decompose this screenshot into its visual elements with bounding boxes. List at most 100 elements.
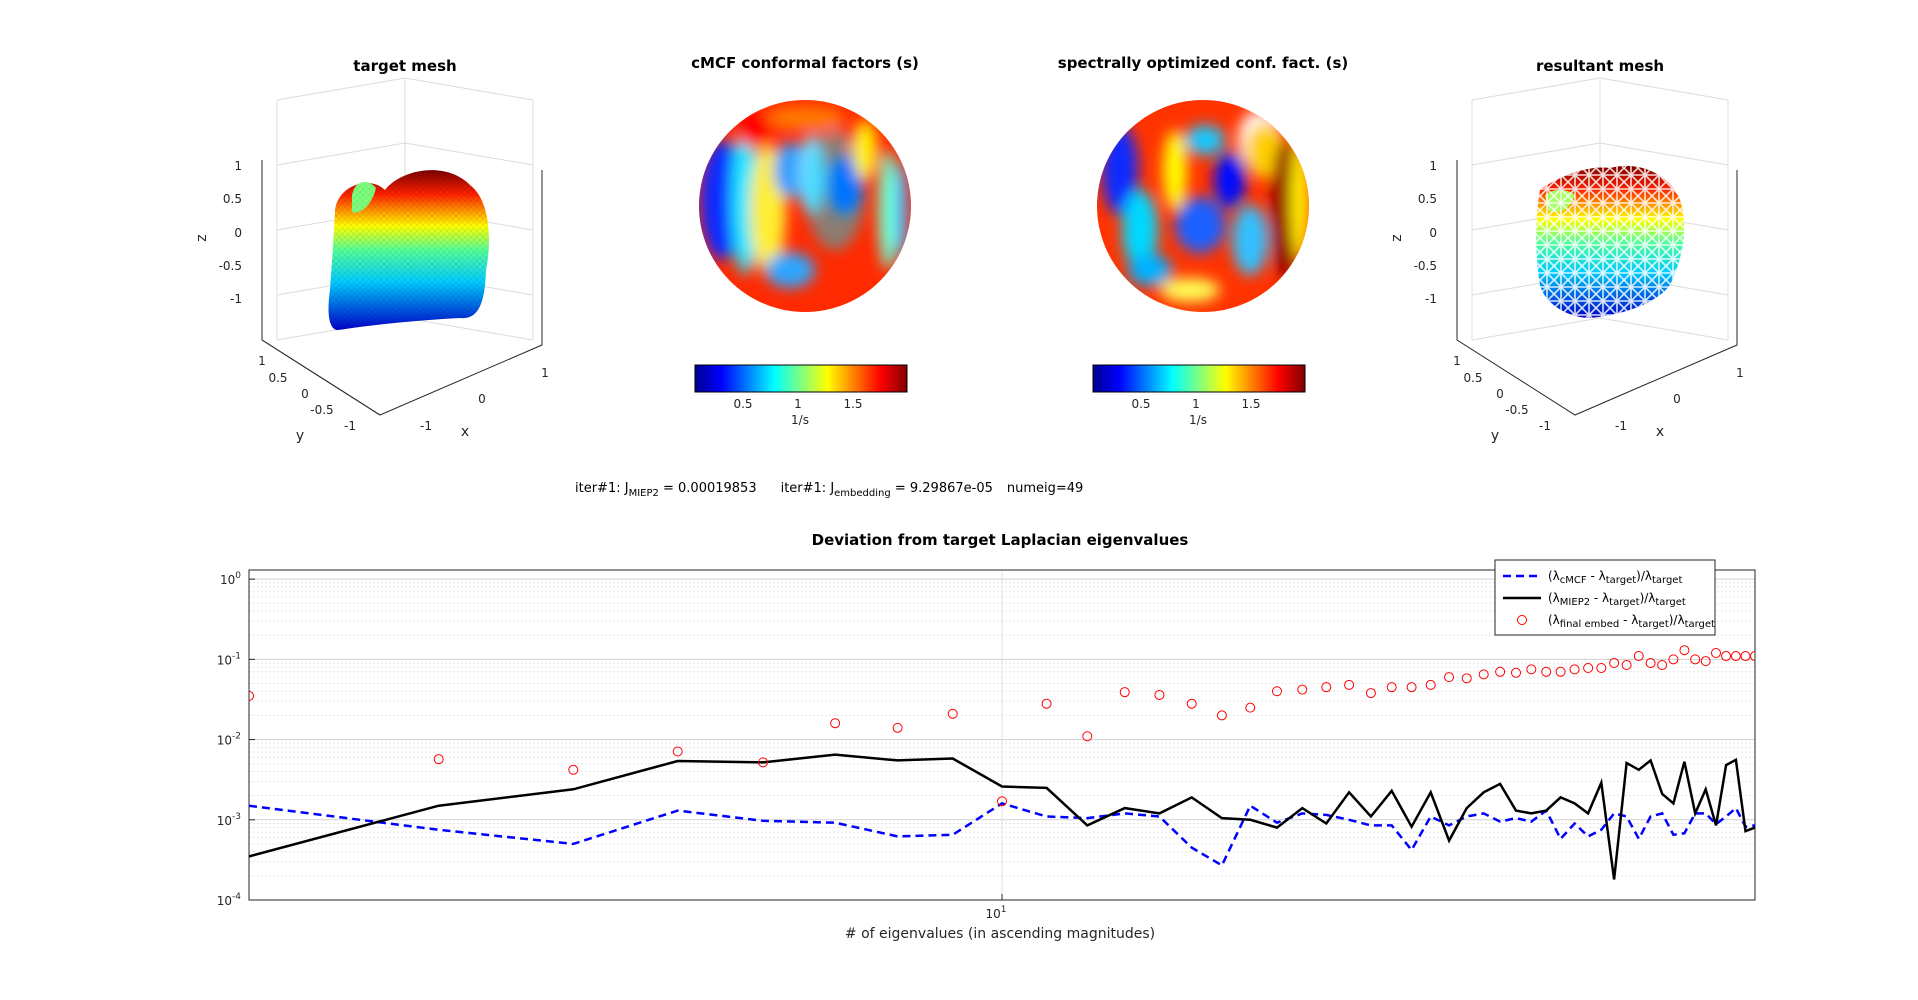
data-point <box>1186 698 1197 709</box>
legend-box <box>1494 559 1716 636</box>
target-mesh-surface <box>328 170 489 330</box>
data-point <box>1478 669 1489 680</box>
data-point <box>758 757 769 768</box>
data-point <box>997 796 1007 807</box>
data-point <box>1596 663 1607 674</box>
data-point <box>1730 651 1741 662</box>
z-tick: 0.5 <box>1418 192 1437 206</box>
x-tick: 1 <box>541 366 549 380</box>
colorbar-tick: 0.5 <box>733 397 752 411</box>
y-tick-label: 10-3 <box>217 812 241 828</box>
data-point <box>1041 698 1052 709</box>
y-tick-label: 10-1 <box>217 651 241 667</box>
colorbar-tick: 1 <box>1192 397 1200 411</box>
data-point <box>1245 702 1256 713</box>
colorbar-tick: 1.5 <box>843 397 862 411</box>
y-tick: 0.5 <box>1463 371 1482 385</box>
series-miep2-line <box>249 753 1755 880</box>
spectral-panel: spectrally optimized conf. fact. (s) <box>1058 54 1348 427</box>
data-point <box>947 708 958 719</box>
data-point <box>1621 660 1632 671</box>
data-point <box>1344 679 1355 690</box>
spectral-colorbar-ticks: 0.5 1 1.5 1/s <box>1131 397 1260 427</box>
y-tick: -0.5 <box>1505 403 1528 417</box>
colorbar-label: 1/s <box>791 413 809 427</box>
data-point <box>1365 688 1376 699</box>
chart-series <box>249 645 1755 880</box>
data-point <box>1679 645 1690 656</box>
z-tick: 0 <box>234 226 242 240</box>
iter-embed-prefix: iter#1: J <box>781 481 835 496</box>
legend-entry-final-embed: (λfinal embed - λtarget)/λtarget <box>1548 613 1715 630</box>
resultant-mesh-wireframe <box>1536 165 1685 318</box>
data-point <box>1645 658 1656 669</box>
spectral-title: spectrally optimized conf. fact. (s) <box>1058 54 1348 72</box>
z-tick: 1 <box>234 159 242 173</box>
x-tick: 1 <box>1736 366 1744 380</box>
y-tick-label: 10-2 <box>217 732 241 748</box>
y-axis-label: y <box>1491 428 1499 444</box>
eigenvalue-deviation-chart: Deviation from target Laplacian eigenval… <box>217 531 1756 942</box>
y-tick: -1 <box>1539 419 1551 433</box>
target-mesh-panel: target mesh 1 0.5 0 -0.5 -1 z 1 0.5 0 -0… <box>194 57 549 444</box>
numeig: numeig=49 <box>1007 481 1083 496</box>
z-tick: 1 <box>1429 159 1437 173</box>
data-point <box>1657 660 1668 671</box>
data-point <box>1750 651 1755 662</box>
data-point <box>1569 664 1580 675</box>
data-point <box>1321 682 1332 693</box>
data-point <box>1425 679 1436 690</box>
data-point <box>1082 731 1093 742</box>
data-point <box>1583 663 1594 674</box>
resultant-mesh-y-axis: 1 0.5 0 -0.5 -1 y <box>1453 354 1551 444</box>
data-point <box>830 718 841 729</box>
data-point <box>1297 684 1308 695</box>
data-point <box>1461 673 1472 684</box>
spectral-colorbar <box>1092 364 1306 393</box>
status-line: iter#1: JMIEP2 = 0.00019853 iter#1: Jembe… <box>575 481 1083 499</box>
spectral-sphere <box>1097 100 1309 312</box>
y-tick-label: 100 <box>220 571 241 587</box>
resultant-mesh-title: resultant mesh <box>1536 57 1664 75</box>
y-tick: 1 <box>1453 354 1461 368</box>
y-tick: 0 <box>301 387 309 401</box>
colorbar-tick: 0.5 <box>1131 397 1150 411</box>
data-point <box>1216 710 1227 721</box>
x-axis-label: x <box>1656 424 1664 440</box>
resultant-mesh-z-axis: 1 0.5 0 -0.5 -1 z <box>1389 159 1437 306</box>
data-point <box>1386 682 1397 693</box>
data-point <box>1406 682 1417 693</box>
colorbar-tick: 1.5 <box>1241 397 1260 411</box>
target-mesh-axes-box <box>261 77 543 416</box>
resultant-mesh-panel: resultant mesh 1 0.5 0 -0.5 -1 z 1 0.5 0… <box>1389 57 1744 444</box>
y-tick: 0.5 <box>268 371 287 385</box>
data-point <box>1633 651 1644 662</box>
iter-miep-sub: MIEP2 <box>629 488 659 499</box>
x-tick: 0 <box>478 392 486 406</box>
y-tick: 1 <box>258 354 266 368</box>
legend-entry-miep2: (λMIEP2 - λtarget)/λtarget <box>1548 591 1686 608</box>
data-point <box>1444 672 1455 683</box>
data-point <box>1541 666 1552 677</box>
z-tick: -0.5 <box>1414 259 1437 273</box>
colorbar-label: 1/s <box>1189 413 1207 427</box>
data-point <box>672 746 683 757</box>
iter-embed-value: = 9.29867e-05 <box>891 481 993 496</box>
chart-legend: (λcMCF - λtarget)/λtarget (λMIEP2 - λtar… <box>1494 559 1716 636</box>
cmcf-colorbar-ticks: 0.5 1 1.5 1/s <box>733 397 862 427</box>
iter-miep-value: = 0.00019853 <box>659 481 757 496</box>
data-point <box>1526 664 1537 675</box>
x-axis-ticks: 101 <box>985 894 1007 921</box>
y-axis-ticks: 10-4 10-3 10-2 10-1 100 <box>217 571 255 908</box>
data-point <box>892 722 903 733</box>
data-point <box>1721 651 1732 662</box>
cmcf-title: cMCF conformal factors (s) <box>691 54 919 72</box>
legend-entry-cmcf: (λcMCF - λtarget)/λtarget <box>1548 569 1682 586</box>
data-point <box>1119 687 1130 698</box>
cmcf-colorbar <box>694 364 908 393</box>
data-point <box>1511 667 1522 678</box>
iter-miep-prefix: iter#1: J <box>575 481 629 496</box>
y-axis-label: y <box>296 428 304 444</box>
target-mesh-title: target mesh <box>353 57 456 75</box>
